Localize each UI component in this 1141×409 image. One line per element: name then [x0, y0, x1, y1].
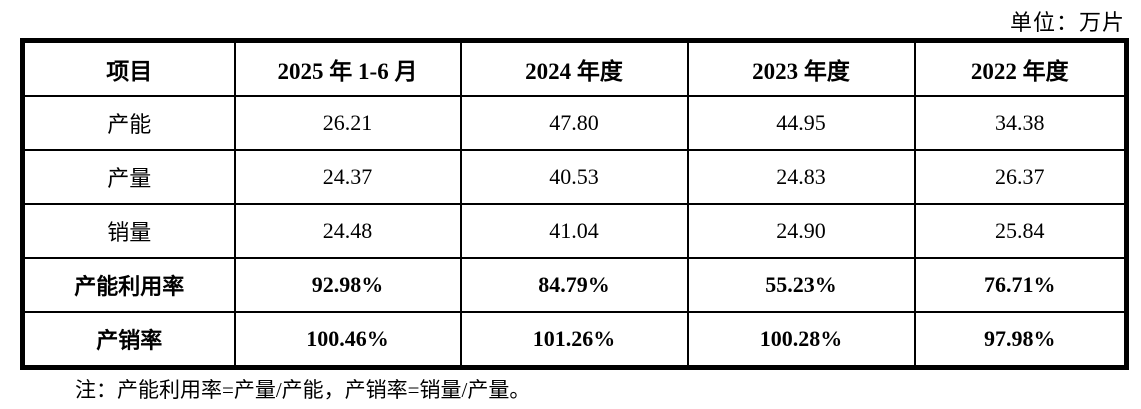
cell-value: 100.46% [233, 311, 462, 369]
header-2023: 2023 年度 [686, 39, 916, 97]
cell-value: 24.37 [233, 149, 462, 205]
cell-value: 47.80 [459, 95, 689, 151]
cell-value: 101.26% [459, 311, 689, 369]
cell-value: 40.53 [459, 149, 689, 205]
header-2024: 2024 年度 [459, 39, 689, 97]
cell-value: 24.48 [233, 203, 462, 259]
production-capacity-table: 项目 2025 年 1-6 月 2024 年度 2023 年度 2022 年度 … [20, 38, 1129, 370]
cell-value: 44.95 [686, 95, 916, 151]
row-label: 产量 [21, 149, 236, 205]
cell-value: 25.84 [913, 203, 1128, 259]
cell-value: 34.38 [913, 95, 1128, 151]
table-row-capacity-utilization: 产能利用率 92.98% 84.79% 55.23% 76.71% [21, 257, 1128, 313]
table-row-sales-to-output-ratio: 产销率 100.46% 101.26% 100.28% 97.98% [21, 311, 1128, 369]
unit-label: 单位：万片 [1009, 10, 1125, 35]
table-row-sales: 销量 24.48 41.04 24.90 25.84 [21, 203, 1128, 259]
footnote: 注：产能利用率=产量/产能，产销率=销量/产量。 [75, 378, 531, 402]
cell-value: 24.83 [686, 149, 916, 205]
table-row-output: 产量 24.37 40.53 24.83 26.37 [21, 149, 1128, 205]
cell-value: 26.21 [233, 95, 462, 151]
cell-value: 100.28% [686, 311, 916, 369]
cell-value: 41.04 [459, 203, 689, 259]
row-label: 产能 [21, 95, 236, 151]
cell-value: 55.23% [686, 257, 916, 313]
header-item: 项目 [21, 39, 236, 97]
header-2025-h1: 2025 年 1-6 月 [233, 39, 462, 97]
table-header-row: 项目 2025 年 1-6 月 2024 年度 2023 年度 2022 年度 [21, 39, 1128, 97]
cell-value: 26.37 [913, 149, 1128, 205]
table-row-capacity: 产能 26.21 47.80 44.95 34.38 [21, 95, 1128, 151]
row-label: 产销率 [21, 311, 236, 369]
row-label: 销量 [21, 203, 236, 259]
cell-value: 84.79% [459, 257, 689, 313]
header-2022: 2022 年度 [913, 39, 1128, 97]
cell-value: 76.71% [913, 257, 1128, 313]
row-label: 产能利用率 [21, 257, 236, 313]
cell-value: 97.98% [913, 311, 1128, 369]
cell-value: 92.98% [233, 257, 462, 313]
cell-value: 24.90 [686, 203, 916, 259]
